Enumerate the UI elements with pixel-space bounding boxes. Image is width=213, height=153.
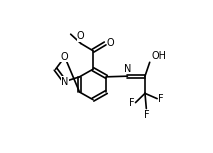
Text: O: O xyxy=(61,52,69,62)
Text: N: N xyxy=(124,64,131,74)
Text: F: F xyxy=(129,98,134,108)
Text: O: O xyxy=(77,31,85,41)
Text: F: F xyxy=(144,110,149,120)
Text: N: N xyxy=(61,76,68,87)
Text: OH: OH xyxy=(151,51,166,61)
Text: F: F xyxy=(158,94,164,104)
Text: O: O xyxy=(107,38,115,49)
